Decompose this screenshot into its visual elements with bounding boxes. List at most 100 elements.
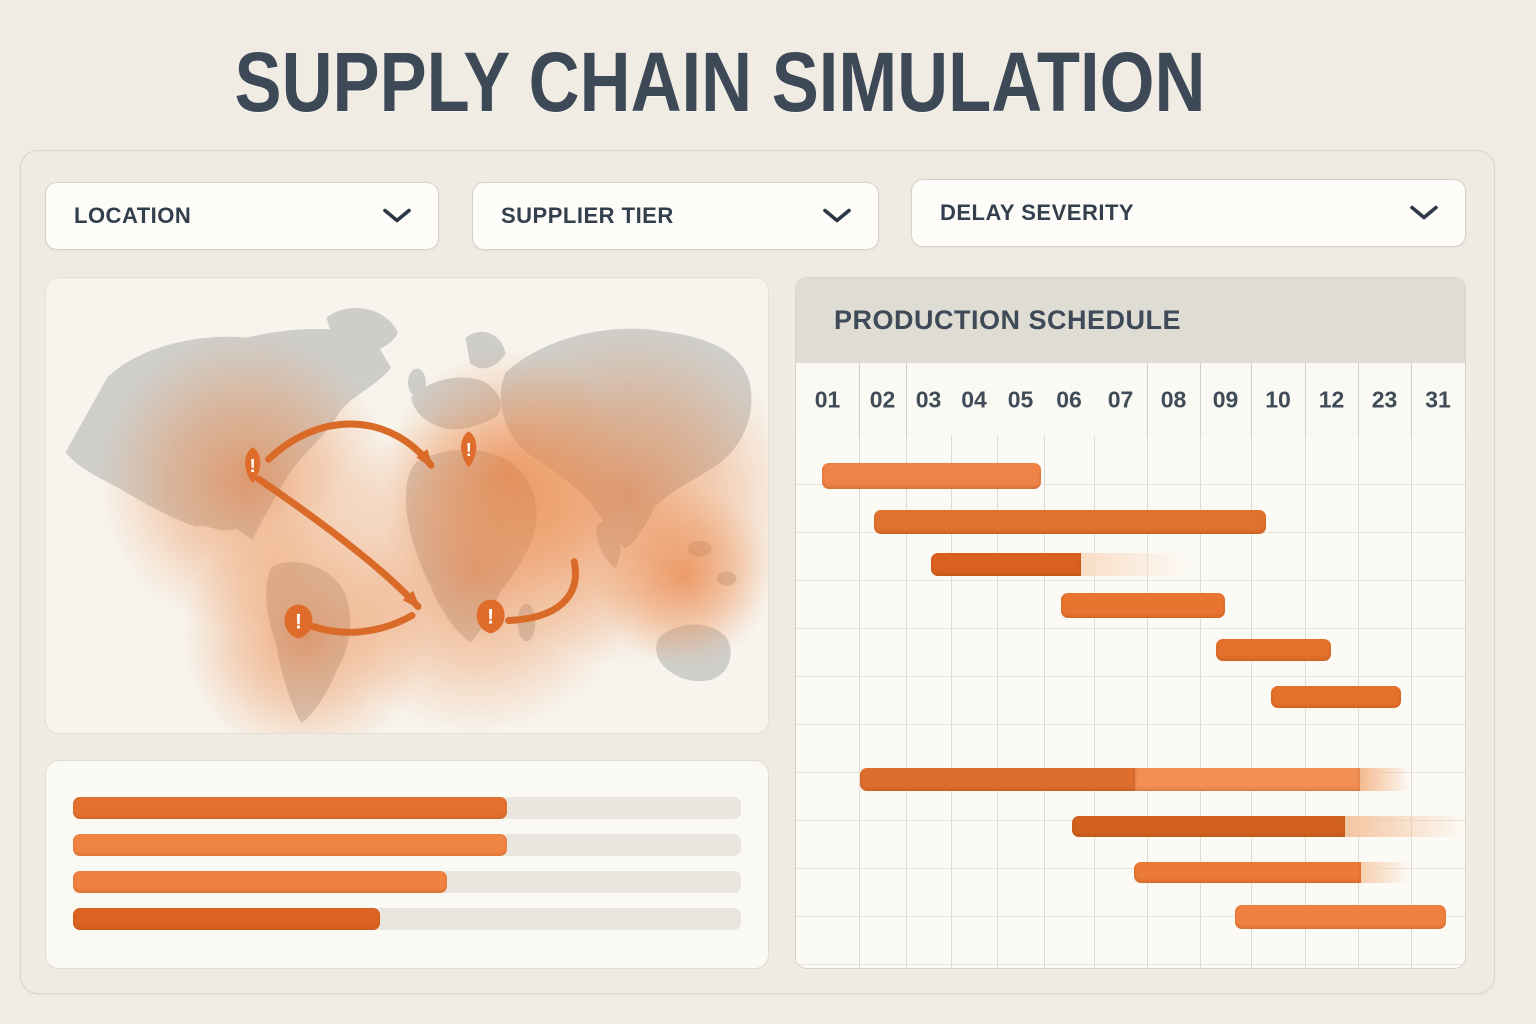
production-schedule-panel: PRODUCTION SCHEDULE 01 02 03 04 05 06 07 08 09 10… xyxy=(795,277,1466,969)
alert-marker[interactable]: ! xyxy=(245,447,261,484)
gantt-task-segment xyxy=(1134,862,1361,883)
gantt-task-fade-segment xyxy=(1361,862,1410,883)
day-label: 06 xyxy=(1056,386,1082,412)
route-arrow xyxy=(505,558,579,624)
world-map: !!!! xyxy=(47,278,768,733)
supplier-tier-dropdown[interactable]: SUPPLIER TIER xyxy=(472,182,879,250)
delay-severity-dropdown[interactable]: DELAY SEVERITY xyxy=(911,179,1466,247)
route-arrow xyxy=(308,612,416,636)
page-title: SUPPLY CHAIN SIMULATION xyxy=(234,35,1206,129)
grid-line-vertical xyxy=(1411,436,1412,968)
location-dropdown-label: LOCATION xyxy=(74,203,192,228)
progress-track xyxy=(73,834,741,856)
day-axis-separator xyxy=(906,363,907,436)
grid-line-vertical xyxy=(1094,436,1095,968)
day-axis-separator xyxy=(1305,363,1306,436)
gantt-task xyxy=(822,463,1041,489)
location-dropdown[interactable]: LOCATION xyxy=(45,182,439,250)
gantt-task-segment xyxy=(874,510,1266,534)
progress-fill xyxy=(73,871,447,893)
gantt-task xyxy=(1271,686,1401,708)
grid-line-horizontal xyxy=(796,628,1465,629)
gantt-task xyxy=(1061,593,1225,618)
alert-marker[interactable]: ! xyxy=(476,599,505,634)
gantt-task-segment xyxy=(1135,768,1360,791)
grid-line-horizontal xyxy=(796,868,1465,869)
kpi-bar-list xyxy=(45,760,769,969)
day-axis-separator xyxy=(1251,363,1252,436)
gantt-task xyxy=(931,553,1189,576)
gantt-task xyxy=(874,510,1266,534)
grid-line-vertical xyxy=(906,436,907,968)
day-label: 10 xyxy=(1265,386,1291,412)
day-label: 04 xyxy=(961,386,987,412)
day-axis-separator xyxy=(1358,363,1359,436)
gantt-task-segment xyxy=(1061,593,1225,618)
gantt-task-fade-segment xyxy=(1360,768,1410,791)
grid-line-vertical xyxy=(951,436,952,968)
alert-pin-icon xyxy=(245,447,261,484)
alert-pin-icon xyxy=(461,431,477,468)
route-arrow xyxy=(265,420,435,469)
progress-track xyxy=(73,871,741,893)
alert-marker[interactable]: ! xyxy=(284,604,313,639)
day-axis-separator xyxy=(1147,363,1148,436)
alert-exclamation-glyph: ! xyxy=(466,440,472,461)
world-map-panel: !!!! xyxy=(45,277,769,734)
gantt-task xyxy=(1235,905,1446,929)
gantt-task-segment xyxy=(1235,905,1446,929)
progress-track xyxy=(73,908,741,930)
day-label: 12 xyxy=(1318,386,1345,412)
gantt-task-segment xyxy=(822,463,1041,489)
chevron-down-icon xyxy=(823,208,851,223)
alert-exclamation-glyph: ! xyxy=(487,605,494,628)
alert-exclamation-glyph: ! xyxy=(250,456,256,477)
progress-fill xyxy=(73,797,507,819)
alert-marker[interactable]: ! xyxy=(461,431,477,468)
day-label: 01 xyxy=(814,386,841,412)
gantt-task-segment xyxy=(860,768,1135,791)
gantt-task xyxy=(860,768,1410,791)
day-label: 02 xyxy=(869,386,896,412)
gantt-task-segment xyxy=(1271,686,1401,708)
day-axis: 01 02 03 04 05 06 07 08 09 10 12 23 31 xyxy=(796,363,1465,437)
alert-pin-icon xyxy=(476,599,505,634)
delay-severity-dropdown-label: DELAY SEVERITY xyxy=(940,200,1135,225)
grid-line-horizontal xyxy=(796,916,1465,917)
gantt-task-fade-segment xyxy=(1345,816,1465,837)
chevron-down-icon xyxy=(383,208,411,223)
gantt-task xyxy=(1072,816,1465,837)
grid-line-vertical xyxy=(1200,436,1201,968)
grid-line-horizontal xyxy=(796,580,1465,581)
day-label: 05 xyxy=(1007,386,1034,412)
day-axis-separator xyxy=(1411,363,1412,436)
day-label: 08 xyxy=(1160,386,1187,412)
alert-exclamation-glyph: ! xyxy=(295,610,302,633)
day-label: 03 xyxy=(915,386,942,412)
chevron-down-icon xyxy=(1410,205,1438,220)
grid-line-vertical xyxy=(1147,436,1148,968)
gantt-task-segment xyxy=(1072,816,1345,837)
schedule-title: PRODUCTION SCHEDULE xyxy=(834,305,1182,335)
route-arrow xyxy=(255,475,422,611)
grid-line-vertical xyxy=(859,436,860,968)
day-axis-separator xyxy=(859,363,860,436)
grid-line-vertical xyxy=(997,436,998,968)
grid-line-vertical xyxy=(1044,436,1045,968)
progress-fill xyxy=(73,834,507,856)
gantt-task-segment xyxy=(1216,639,1331,661)
risk-heat-overlay xyxy=(97,327,768,733)
progress-track xyxy=(73,797,741,819)
gantt-task xyxy=(1134,862,1410,883)
day-axis-separator xyxy=(1200,363,1201,436)
day-label: 09 xyxy=(1212,386,1239,412)
grid-line-horizontal xyxy=(796,484,1465,485)
gantt-task xyxy=(1216,639,1331,661)
supplier-tier-dropdown-label: SUPPLIER TIER xyxy=(501,203,674,228)
grid-line-vertical xyxy=(1251,436,1252,968)
gantt-task-segment xyxy=(931,553,1081,576)
gantt-task-fade-segment xyxy=(1081,553,1189,576)
schedule-header: PRODUCTION SCHEDULE xyxy=(796,278,1465,363)
grid-line-horizontal xyxy=(796,724,1465,725)
